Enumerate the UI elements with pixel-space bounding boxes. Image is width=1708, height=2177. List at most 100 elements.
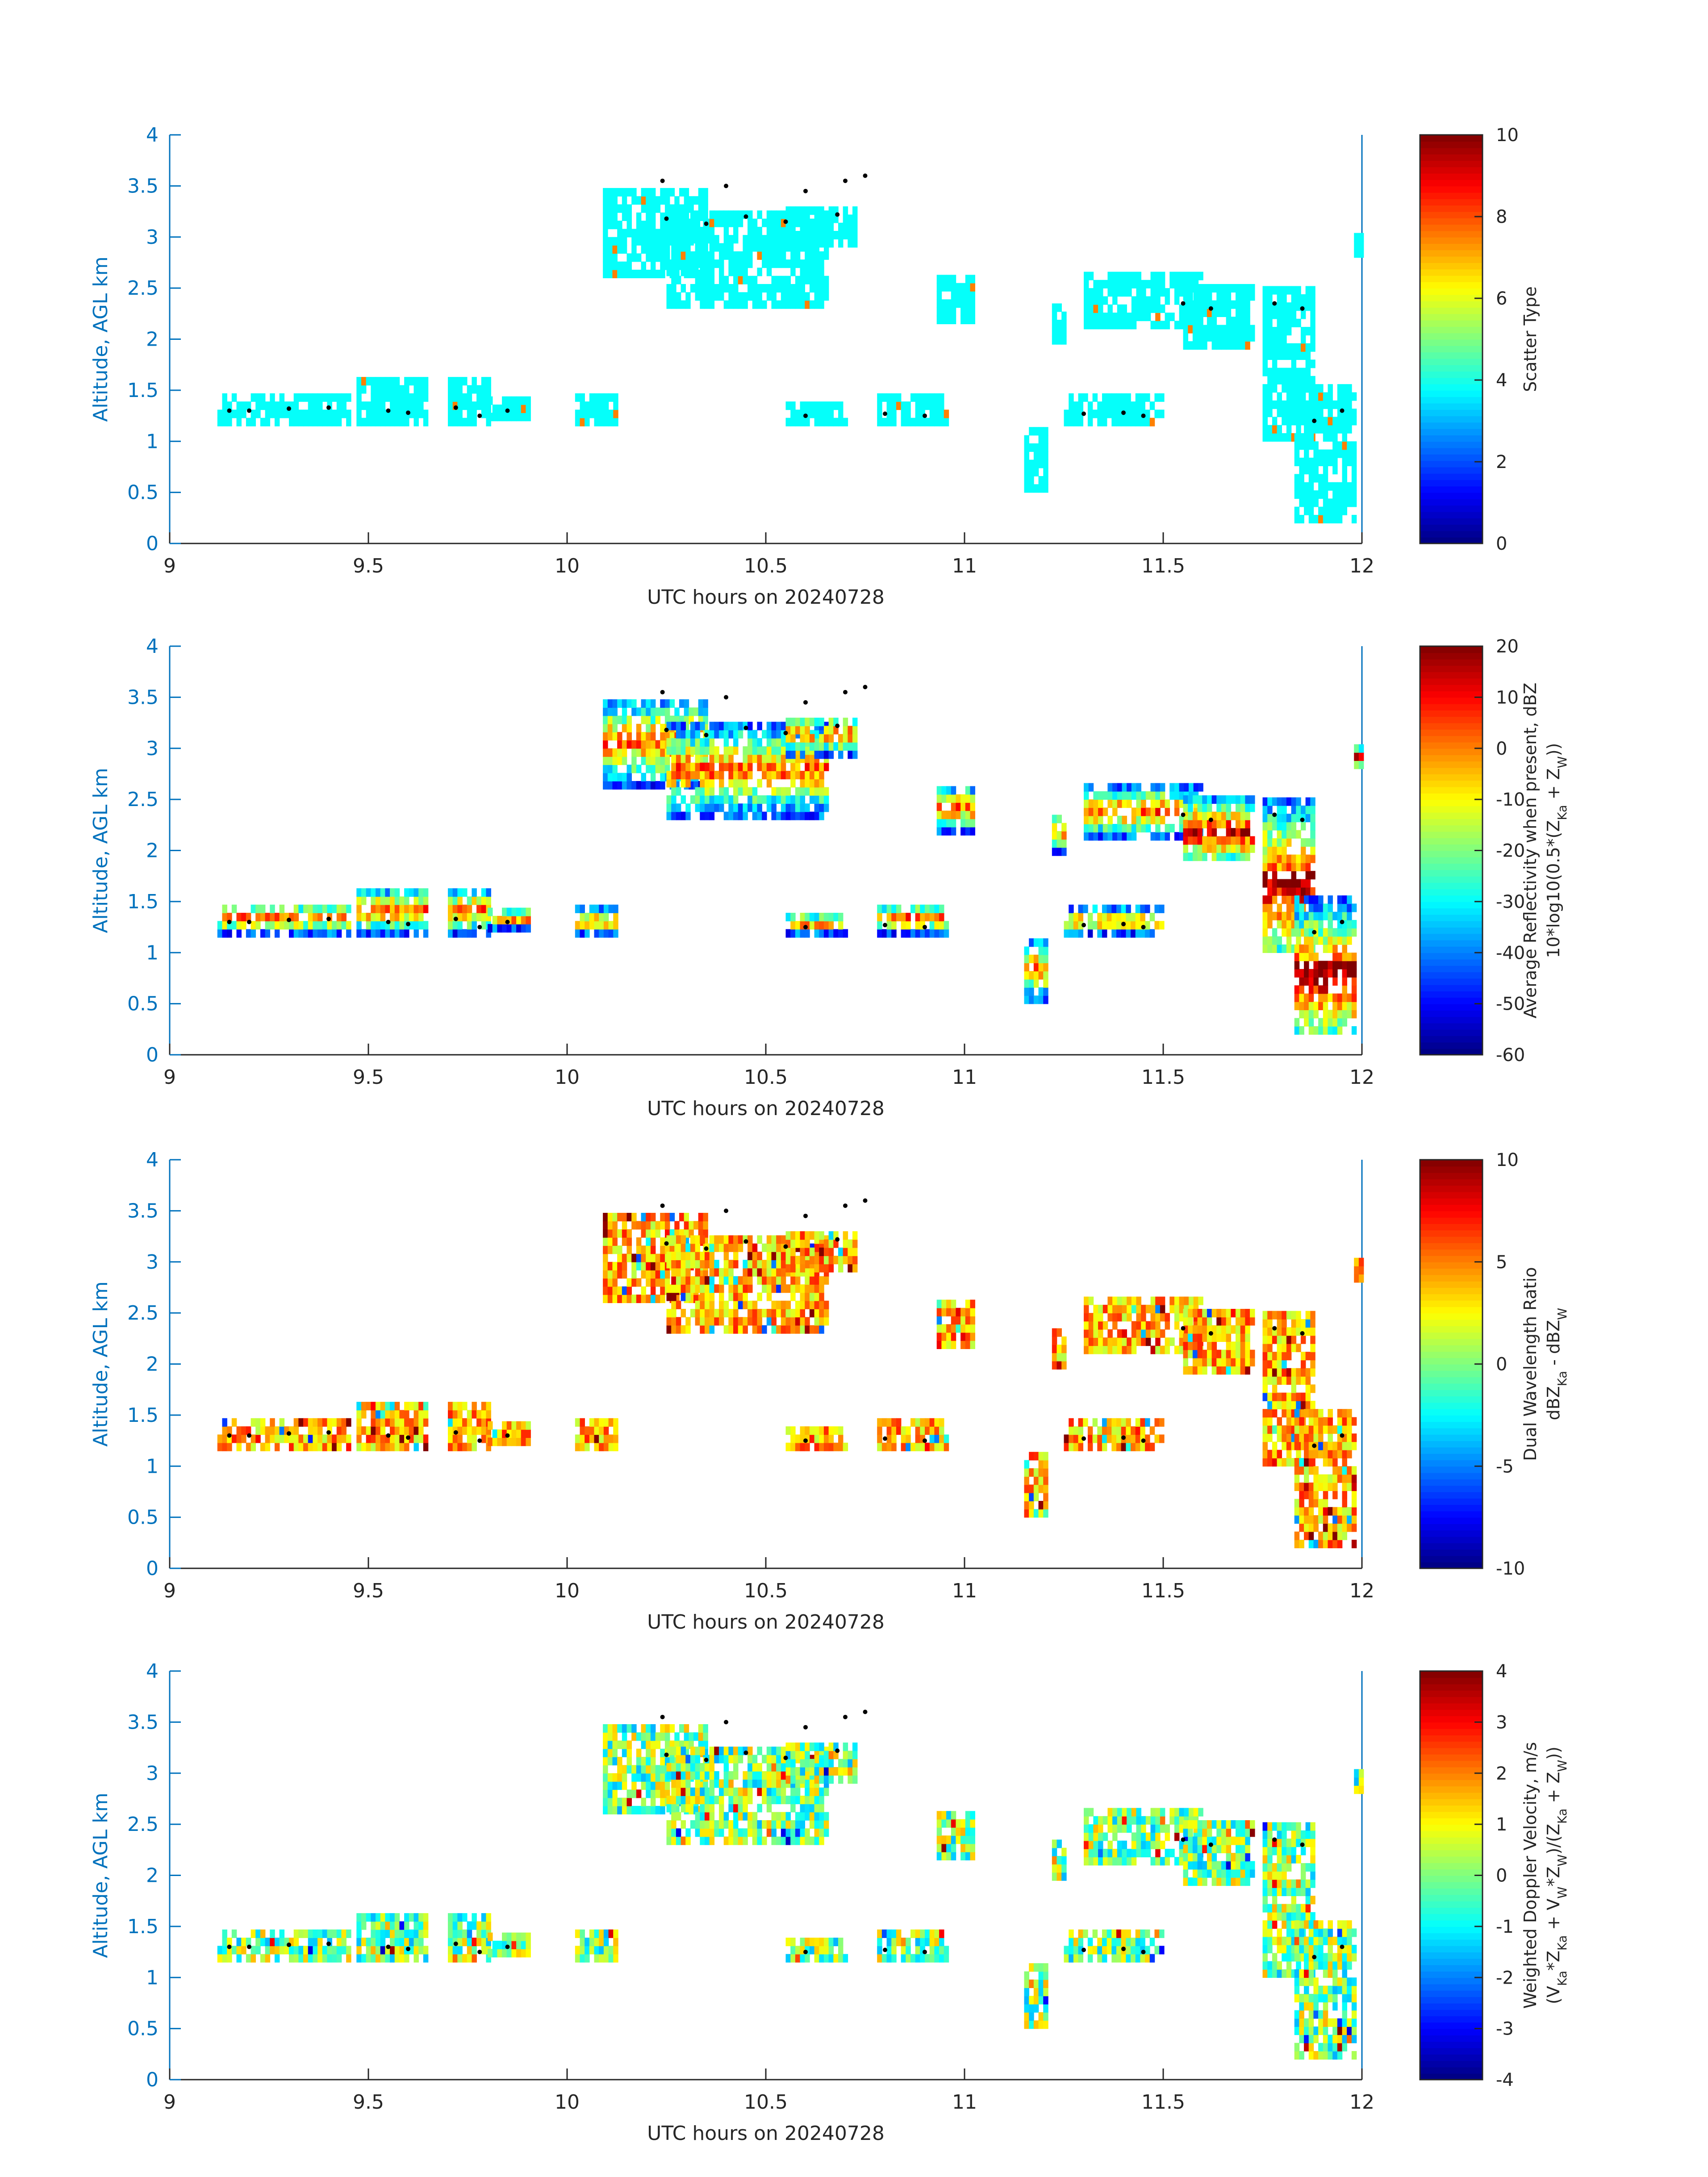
heatmap-cell [1337,400,1343,409]
heatmap-cell [800,1256,806,1265]
heatmap-cell [492,924,498,933]
heatmap-cell [612,748,618,757]
heatmap-cell [313,1442,318,1451]
heatmap-cell [1235,292,1241,301]
heatmap-cell [666,267,672,276]
heatmap-cell [1107,1426,1112,1435]
heatmap-cell [1141,824,1146,833]
heatmap-cell [376,888,381,897]
heatmap-cell [1245,333,1250,342]
heatmap-cell [785,1284,791,1293]
heatmap-cell [752,300,758,309]
heatmap-cell [776,210,781,219]
heatmap-cell [1188,284,1193,293]
heatmap-cell [1117,280,1123,288]
heatmap-cell [246,1426,251,1435]
heatmap-cell [1351,490,1357,499]
cloud-top-dot [724,184,728,188]
heatmap-cell [636,1294,642,1304]
heatmap-cell [1111,1426,1117,1435]
heatmap-cell [1286,368,1292,376]
heatmap-cell [655,781,661,790]
heatmap-cell [684,715,689,724]
heatmap-cell [1313,392,1319,401]
heatmap-cell [910,393,916,402]
heatmap-cell [718,218,724,227]
colorbar-segment [1420,141,1482,148]
heatmap-cell [404,377,409,386]
cloud-top-dot [883,411,887,416]
heatmap-cell [852,239,858,248]
heatmap-cell [631,740,637,749]
heatmap-cell [965,1300,971,1308]
colorbar-segment [1420,518,1482,525]
heatmap-cell [671,235,677,244]
heatmap-cell [718,771,724,780]
heatmap-cell [1202,811,1207,820]
heatmap-cell [823,276,829,284]
heatmap-cell [1073,409,1079,418]
heatmap-cell [1073,1426,1079,1435]
heatmap-cell [685,746,691,755]
heatmap-cell [785,913,791,922]
heatmap-cell [1323,1010,1328,1019]
heatmap-cell [752,1268,758,1277]
heatmap-cell [603,1212,608,1222]
heatmap-cell [828,214,834,223]
heatmap-cell [308,1418,313,1427]
heatmap-cell [709,803,715,812]
heatmap-cell [1272,887,1278,896]
heatmap-cell [650,245,656,254]
heatmap-cell [222,929,227,938]
heatmap-cell [631,196,637,205]
heatmap-cell [674,204,680,213]
heatmap-cell [700,259,705,268]
heatmap-cell [646,1212,651,1222]
heatmap-cell [970,307,975,316]
heatmap-cell [413,418,419,426]
heatmap-cell [1299,969,1304,978]
heatmap-cell [1282,310,1287,319]
heatmap-cell [457,1402,463,1411]
cloud-top-dot [1082,923,1086,928]
heatmap-cell [274,913,280,922]
heatmap-cell [1155,1321,1161,1330]
heatmap-cell [622,1294,627,1304]
heatmap-cell [915,1434,921,1443]
heatmap-cell [1277,911,1282,920]
heatmap-cell [936,291,942,300]
heatmap-cell [1043,1452,1048,1461]
heatmap-cell [795,1308,801,1318]
colorbar-segment [1420,933,1482,940]
heatmap-cell [265,418,271,426]
y-tick-label: 4 [146,124,159,146]
heatmap-cell [819,1442,824,1451]
heatmap-cell [1117,288,1123,297]
heatmap-cell [452,929,458,938]
heatmap-cell [671,284,677,293]
heatmap-cell [1145,904,1150,913]
heatmap-cell [703,1221,708,1230]
heatmap-cell [636,1278,642,1287]
heatmap-cell [1318,514,1324,524]
heatmap-cell [1150,1321,1156,1330]
heatmap-cell [1332,911,1338,920]
heatmap-cell [641,781,647,790]
heatmap-cell [766,1243,772,1252]
heatmap-cell [676,1317,681,1326]
heatmap-cell [227,409,232,418]
heatmap-cell [612,756,618,765]
heatmap-cell [371,904,376,913]
heatmap-cell [1267,895,1273,904]
heatmap-cell [356,896,362,905]
heatmap-cell [1299,920,1304,929]
colorbar-tick-label: 0 [1496,534,1507,554]
heatmap-cell [939,1426,944,1435]
heatmap-cell [457,1410,463,1419]
heatmap-cell [1112,791,1118,800]
heatmap-cell [920,904,925,913]
heatmap-cell [709,300,715,309]
heatmap-cell [1145,921,1150,930]
heatmap-cell [709,235,715,244]
heatmap-cell [1136,783,1141,792]
